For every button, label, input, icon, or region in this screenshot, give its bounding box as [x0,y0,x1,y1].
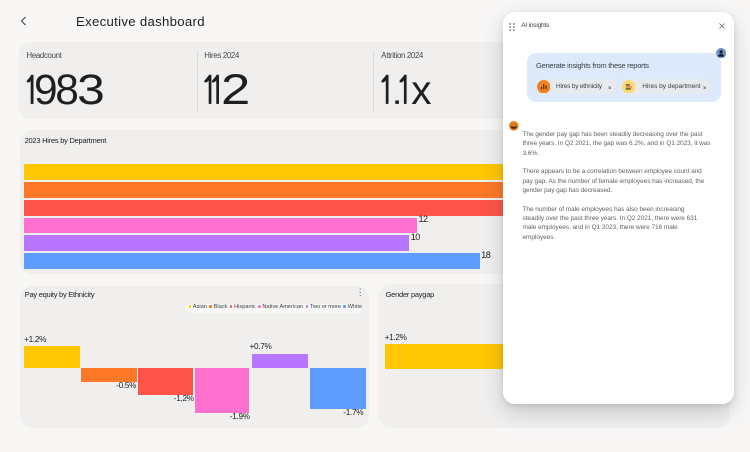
svg-text:3: 3 [77,72,105,106]
svg-text:8: 8 [55,72,79,106]
svg-text:2: 2 [221,72,250,106]
svg-text:x: x [411,72,431,106]
svg-text:9: 9 [34,72,58,106]
